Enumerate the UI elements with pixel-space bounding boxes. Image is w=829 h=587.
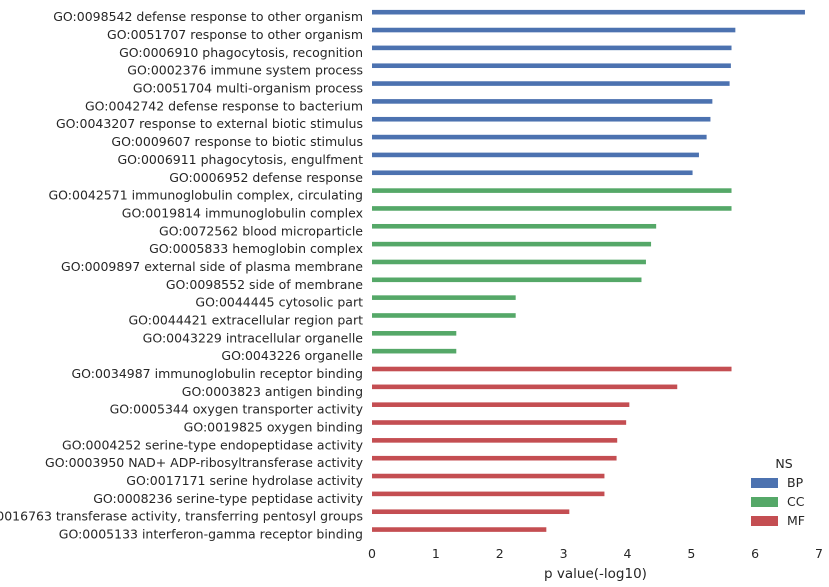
- bar: [372, 455, 617, 461]
- category-label: GO:0004252 serine-type endopeptidase act…: [62, 437, 364, 452]
- bar: [372, 206, 732, 211]
- legend-label: CC: [787, 494, 805, 509]
- category-label: GO:0098542 defense response to other org…: [53, 9, 363, 24]
- category-label: GO:0002376 immune system process: [127, 63, 363, 78]
- bar: [372, 259, 646, 265]
- x-axis-title: p value(-log10): [544, 566, 647, 582]
- legend-swatch: [751, 478, 778, 488]
- category-label: GO:0003823 antigen binding: [182, 384, 363, 399]
- bar: [372, 313, 516, 318]
- x-tick-label: 2: [496, 546, 504, 561]
- bar: [372, 134, 707, 140]
- category-label: GO:0006910 phagocytosis, recognition: [119, 45, 363, 60]
- category-label: GO:0009607 response to biotic stimulus: [111, 134, 363, 149]
- x-tick-label: 1: [432, 546, 440, 561]
- category-label: GO:0044445 cytosolic part: [195, 295, 363, 310]
- x-tick-label: 5: [687, 546, 695, 561]
- x-tick-label: 0: [368, 546, 376, 561]
- category-label: GO:0043226 organelle: [221, 348, 363, 363]
- bar: [372, 152, 699, 158]
- bar: [372, 223, 657, 229]
- category-labels-group: GO:0098542 defense response to other org…: [0, 9, 364, 541]
- bar: [372, 277, 642, 283]
- category-label: GO:0005133 interferon-gamma receptor bin…: [59, 527, 363, 542]
- category-label: GO:0034987 immunoglobulin receptor bindi…: [71, 366, 363, 381]
- x-tick-label: 4: [623, 546, 631, 561]
- bar: [372, 384, 678, 390]
- bar: [372, 170, 693, 176]
- category-label: GO:0006952 defense response: [169, 170, 363, 185]
- bar: [372, 9, 805, 15]
- category-label: GO:0042571 immunoglobulin complex, circu…: [48, 188, 363, 203]
- category-label: GO:0019814 immunoglobulin complex: [122, 205, 363, 220]
- bar: [372, 348, 457, 354]
- category-label: GO:0098552 side of membrane: [166, 277, 363, 292]
- bars-group: [372, 9, 805, 532]
- x-tick-label: 6: [751, 546, 759, 561]
- legend-title: NS: [775, 456, 792, 471]
- category-label: GO:0009897 external side of plasma membr…: [61, 259, 363, 274]
- legend: NS BP CC MF: [751, 456, 805, 528]
- bar: [372, 116, 711, 122]
- bar: [372, 331, 457, 336]
- x-tick-label: 7: [815, 546, 823, 561]
- bar: [372, 491, 605, 497]
- category-label: GO:0005833 hemoglobin complex: [149, 241, 363, 256]
- category-label: GO:0051704 multi-organism process: [133, 81, 363, 96]
- category-label: GO:0042742 defense response to bacterium: [85, 98, 363, 113]
- category-label: GO:0051707 response to other organism: [107, 27, 363, 42]
- bar: [372, 188, 732, 193]
- category-label: GO:0019825 oxygen binding: [184, 420, 363, 435]
- legend-label: MF: [787, 513, 805, 528]
- bar: [372, 63, 731, 69]
- category-label: GO:0072562 blood microparticle: [159, 223, 363, 238]
- legend-entries: BP CC MF: [751, 475, 805, 528]
- bar: [372, 241, 652, 247]
- category-label: GO:0017171 serine hydrolase activity: [126, 473, 363, 488]
- bar: [372, 473, 605, 479]
- x-axis-ticks-group: 0 1 2 3 4 5 6 7: [368, 546, 823, 561]
- bar: [372, 366, 732, 372]
- bar: [372, 509, 570, 515]
- bar: [372, 45, 732, 51]
- category-label: GO:0043229 intracellular organelle: [143, 330, 364, 345]
- category-label: GO:0006911 phagocytosis, engulfment: [117, 152, 363, 167]
- x-tick-label: 3: [560, 546, 568, 561]
- category-label: GO:0043207 response to external biotic s…: [56, 116, 363, 131]
- legend-swatch: [751, 497, 778, 507]
- bar: [372, 420, 627, 425]
- bar: [372, 27, 736, 33]
- category-label: GO:0044421 extracellular region part: [128, 312, 363, 327]
- legend-label: BP: [787, 475, 804, 490]
- category-label: GO:0003950 NAD+ ADP-ribosyltransferase a…: [45, 455, 364, 470]
- category-label: GO:0008236 serine-type peptidase activit…: [93, 491, 363, 506]
- legend-swatch: [751, 516, 778, 526]
- category-label: GO:0016763 transferase activity, transfe…: [0, 509, 363, 524]
- bar: [372, 295, 516, 300]
- bar: [372, 402, 630, 407]
- bar: [372, 438, 618, 443]
- bar: [372, 99, 713, 104]
- bar: [372, 527, 547, 532]
- category-label: GO:0005344 oxygen transporter activity: [110, 402, 364, 417]
- bar: [372, 81, 730, 86]
